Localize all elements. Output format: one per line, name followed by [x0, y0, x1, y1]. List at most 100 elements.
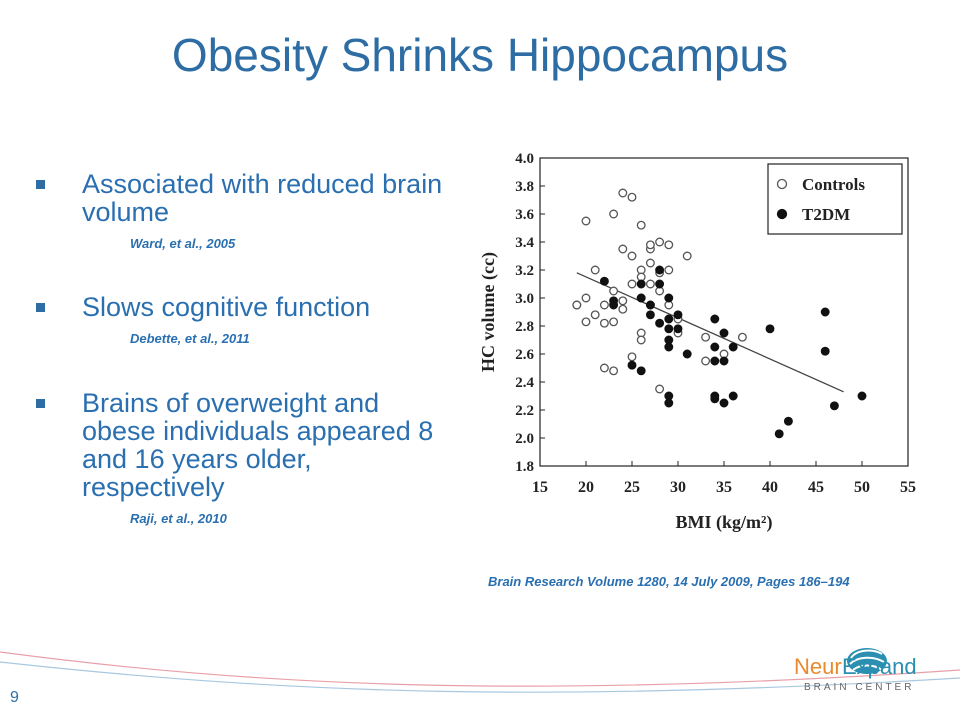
control-point — [627, 192, 637, 202]
bullet-item: Associated with reduced brain volume War… — [36, 170, 456, 251]
t2dm-point — [645, 300, 655, 310]
control-point — [609, 317, 619, 327]
t2dm-point — [783, 416, 793, 426]
y-tick-label: 3.0 — [515, 291, 534, 307]
t2dm-point — [820, 346, 830, 356]
t2dm-point — [728, 342, 738, 352]
control-point — [645, 279, 655, 289]
bullet-item: Brains of overweight and obese individua… — [36, 389, 456, 526]
control-point — [581, 216, 591, 226]
control-point — [618, 244, 628, 254]
t2dm-point — [636, 366, 646, 376]
legend-t2dm-marker — [776, 208, 788, 220]
x-tick-label: 50 — [854, 479, 870, 496]
legend-controls-marker — [776, 178, 788, 190]
y-tick-label: 1.8 — [515, 459, 534, 475]
control-point — [655, 384, 665, 394]
control-point — [609, 366, 619, 376]
neurexpand-logo: Neur Expand BRAIN CENTER — [790, 640, 960, 700]
control-point — [627, 352, 637, 362]
control-point — [609, 286, 619, 296]
control-point — [636, 335, 646, 345]
bullet-square-icon — [36, 180, 45, 189]
control-point — [664, 240, 674, 250]
control-point — [599, 363, 609, 373]
control-point — [590, 265, 600, 275]
t2dm-point — [655, 318, 665, 328]
bullet-citation: Ward, et al., 2005 — [130, 236, 236, 251]
legend-box — [767, 163, 903, 235]
t2dm-point — [627, 360, 637, 370]
legend-label: T2DM — [802, 205, 850, 224]
control-point — [581, 293, 591, 303]
control-point — [645, 258, 655, 268]
control-point — [599, 318, 609, 328]
bullet-citation: Debette, et al., 2011 — [130, 331, 250, 346]
t2dm-point — [655, 265, 665, 275]
control-point — [618, 188, 628, 198]
t2dm-point — [655, 279, 665, 289]
y-tick-label: 2.2 — [515, 403, 534, 419]
y-tick-label: 3.6 — [515, 207, 534, 223]
t2dm-point — [673, 324, 683, 334]
control-point — [609, 209, 619, 219]
control-point — [627, 251, 637, 261]
bullet-text: Slows cognitive function — [82, 292, 371, 322]
x-tick-label: 55 — [900, 479, 916, 496]
y-tick-label: 2.6 — [515, 347, 534, 363]
control-point — [590, 310, 600, 320]
control-point — [618, 296, 628, 306]
t2dm-point — [820, 307, 830, 317]
t2dm-point — [710, 394, 720, 404]
t2dm-point — [645, 310, 655, 320]
y-tick-label: 4.0 — [515, 151, 534, 167]
t2dm-point — [765, 324, 775, 334]
x-tick-label: 40 — [762, 479, 778, 496]
t2dm-point — [719, 356, 729, 366]
t2dm-point — [664, 314, 674, 324]
logo-tagline: BRAIN CENTER — [804, 682, 914, 693]
logo-neur-text: Neur — [794, 654, 842, 679]
control-point — [636, 220, 646, 230]
control-point — [655, 237, 665, 247]
y-tick-label: 3.2 — [515, 263, 534, 279]
t2dm-point — [636, 279, 646, 289]
control-point — [599, 300, 609, 310]
legend-label: Controls — [802, 175, 865, 194]
control-point — [572, 300, 582, 310]
t2dm-point — [728, 391, 738, 401]
t2dm-point — [829, 401, 839, 411]
t2dm-point — [710, 314, 720, 324]
bullet-item: Slows cognitive function Debette, et al.… — [36, 293, 370, 346]
x-tick-label: 15 — [532, 479, 548, 496]
x-tick-label: 30 — [670, 479, 686, 496]
t2dm-point — [664, 293, 674, 303]
control-point — [664, 265, 674, 275]
page-number: 9 — [10, 689, 19, 706]
bullet-square-icon — [36, 399, 45, 408]
t2dm-point — [719, 398, 729, 408]
t2dm-point — [609, 296, 619, 306]
t2dm-point — [710, 342, 720, 352]
control-point — [627, 279, 637, 289]
t2dm-point — [673, 310, 683, 320]
y-tick-label: 2.8 — [515, 319, 534, 335]
trendline — [576, 272, 844, 393]
bullet-text: Associated with reduced brain volume — [82, 169, 443, 227]
y-tick-label: 3.8 — [515, 179, 534, 195]
t2dm-point — [857, 391, 867, 401]
t2dm-point — [636, 293, 646, 303]
t2dm-point — [682, 349, 692, 359]
brain-logo-icon: Neur Expand BRAIN CENTER — [794, 648, 917, 693]
t2dm-point — [664, 324, 674, 334]
x-tick-label: 35 — [716, 479, 732, 496]
y-tick-label: 2.4 — [515, 375, 534, 391]
t2dm-point — [719, 328, 729, 338]
x-tick-label: 45 — [808, 479, 824, 496]
bullet-square-icon — [36, 303, 45, 312]
control-point — [701, 356, 711, 366]
control-point — [682, 251, 692, 261]
t2dm-point — [664, 398, 674, 408]
t2dm-point — [599, 276, 609, 286]
